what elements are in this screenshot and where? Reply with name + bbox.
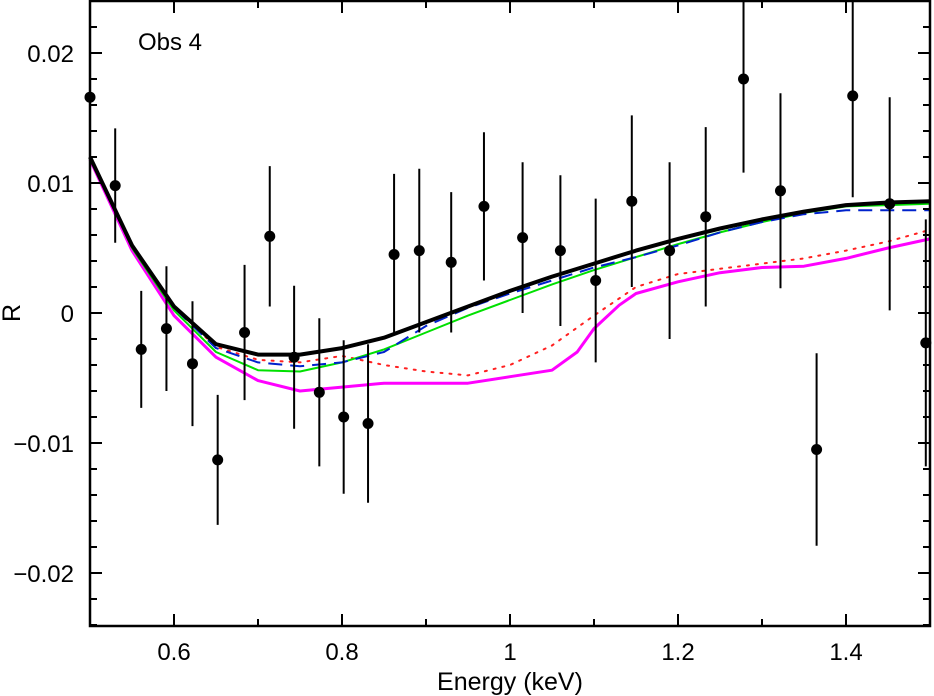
- y-axis-title: R: [0, 304, 26, 322]
- y-tick-label: 0: [61, 301, 74, 328]
- point-marker: [160, 323, 172, 335]
- point-marker: [239, 327, 251, 338]
- point-marker: [664, 245, 676, 257]
- point-marker: [847, 90, 859, 102]
- x-axis-title: Energy (keV): [437, 668, 583, 696]
- data-point: [362, 344, 374, 503]
- point-marker: [478, 200, 490, 212]
- data-point: [160, 266, 172, 391]
- point-marker: [388, 249, 400, 260]
- data-point: [884, 97, 896, 311]
- model-magenta-line: [88, 158, 931, 393]
- point-marker: [338, 411, 350, 423]
- x-tick-label: 0.6: [157, 639, 190, 666]
- x-tick-label: 1: [503, 639, 516, 666]
- x-tick-label: 1.4: [829, 639, 862, 666]
- data-point: [664, 162, 676, 339]
- data-point: [388, 173, 400, 336]
- data-point: [445, 192, 457, 333]
- data-point: [774, 93, 786, 289]
- point-marker: [313, 386, 325, 398]
- model-blue-dashed-line: [89, 156, 930, 368]
- obs-annotation: Obs 4: [138, 29, 202, 56]
- plot-frame: [88, 0, 932, 628]
- data-point: [109, 128, 121, 243]
- y-tick-label: −0.01: [13, 431, 74, 458]
- point-marker: [626, 195, 638, 207]
- y-tick-label: 0.02: [27, 41, 74, 68]
- point-marker: [884, 198, 896, 210]
- data-point: [413, 168, 425, 333]
- point-marker: [700, 211, 712, 223]
- data-point: [847, 1, 859, 198]
- data-point: [811, 353, 823, 546]
- data-point: [288, 285, 300, 429]
- x-tick-label: 1.2: [661, 639, 694, 666]
- point-marker: [288, 351, 300, 363]
- data-point: [212, 394, 224, 525]
- point-marker: [109, 180, 121, 192]
- point-marker: [738, 73, 750, 85]
- model-curves: [88, 156, 931, 393]
- data-point: [700, 127, 712, 307]
- point-marker: [517, 232, 529, 244]
- point-marker: [811, 444, 823, 455]
- data-point: [554, 175, 566, 326]
- point-marker: [362, 418, 374, 429]
- data-point: [338, 340, 350, 494]
- data-point: [313, 318, 325, 467]
- data-point: [135, 290, 147, 408]
- point-marker: [445, 256, 457, 268]
- data-point: [517, 162, 529, 313]
- y-tick-labels: 0.02 0.01 0 −0.01 −0.02: [13, 41, 74, 588]
- model-red-dotted-line: [89, 156, 931, 377]
- data-point: [186, 301, 198, 427]
- y-tick-label: −0.02: [13, 561, 74, 588]
- model-black-line: [88, 156, 931, 357]
- data-point: [626, 115, 638, 287]
- point-marker: [413, 245, 425, 257]
- data-point: [738, 1, 750, 173]
- x-tick-labels: 0.6 0.8 1 1.2 1.4: [157, 639, 862, 666]
- point-marker: [774, 185, 786, 197]
- point-marker: [135, 343, 147, 355]
- point-marker: [186, 358, 198, 370]
- axis-ticks: [89, 0, 931, 626]
- data-point: [264, 166, 276, 307]
- point-marker: [590, 275, 602, 286]
- data-points: [84, 1, 932, 546]
- point-marker: [212, 454, 224, 466]
- x-tick-label: 0.8: [325, 639, 358, 666]
- y-tick-label: 0.01: [27, 171, 74, 198]
- data-point: [478, 132, 490, 281]
- model-green-line: [89, 156, 931, 373]
- point-marker: [920, 337, 932, 349]
- point-marker: [554, 245, 566, 257]
- data-point: [239, 264, 251, 401]
- data-point: [590, 198, 602, 363]
- point-marker: [264, 230, 276, 242]
